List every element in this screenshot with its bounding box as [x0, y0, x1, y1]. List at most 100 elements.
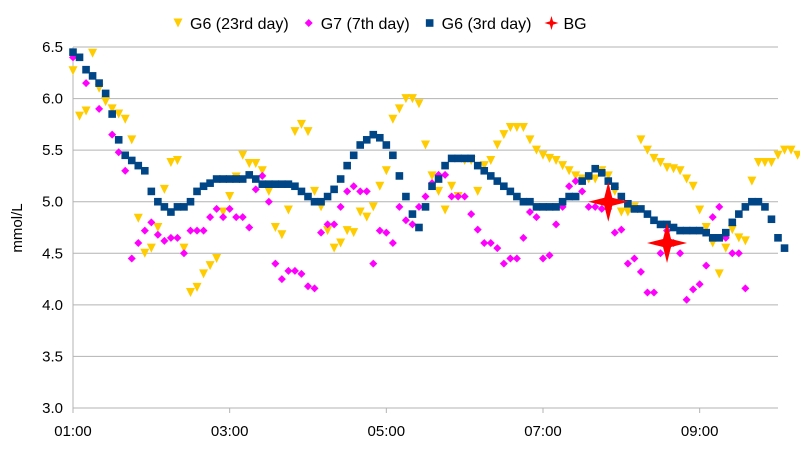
data-point [225, 204, 234, 213]
data-point [199, 182, 208, 191]
data-point [603, 171, 613, 181]
data-point [531, 145, 541, 155]
data-point [467, 210, 476, 219]
data-point [656, 158, 665, 168]
data-point [512, 122, 522, 132]
data-point [421, 203, 430, 211]
data-point [323, 192, 332, 201]
data-point [479, 161, 489, 171]
series-bg [588, 181, 688, 263]
data-point [434, 186, 444, 196]
legend-item: G6 (23rd day) [173, 16, 289, 33]
data-point [179, 249, 188, 258]
data-point [206, 179, 214, 187]
data-point [251, 175, 260, 183]
data-point [167, 208, 175, 216]
data-point [82, 65, 90, 74]
data-point [284, 180, 293, 188]
data-point [747, 176, 757, 186]
data-point [695, 205, 705, 215]
data-point [643, 210, 652, 218]
y-tick-label: 3.0 [42, 400, 63, 417]
data-point [754, 197, 763, 206]
plot-area [68, 48, 800, 304]
data-point [349, 151, 358, 160]
data-point [330, 185, 338, 194]
data-point [780, 244, 789, 252]
data-point [500, 182, 508, 191]
data-point [127, 254, 136, 263]
data-point [741, 284, 750, 293]
data-point [414, 99, 424, 109]
data-point [173, 203, 182, 211]
data-point [727, 225, 737, 235]
data-point [408, 220, 417, 229]
data-point [238, 175, 247, 183]
data-point [264, 186, 274, 196]
data-point [447, 154, 456, 163]
legend-marker [425, 19, 434, 27]
data-point [154, 197, 162, 206]
data-point [715, 202, 724, 211]
data-point [257, 166, 267, 176]
data-point [552, 220, 561, 229]
data-point [153, 230, 162, 239]
data-point [388, 114, 398, 124]
data-point [317, 228, 326, 237]
legend-item: BG [544, 16, 587, 33]
data-point [564, 166, 574, 176]
data-point [362, 136, 371, 144]
data-point [492, 140, 502, 150]
data-point [434, 175, 443, 183]
data-point [140, 226, 149, 235]
data-point [291, 182, 299, 191]
data-point [336, 175, 345, 183]
y-axis-label: mmol/L [9, 203, 26, 252]
data-point [734, 249, 743, 258]
data-point [141, 166, 149, 175]
data-point [107, 104, 117, 114]
data-point [499, 259, 508, 268]
data-point [147, 218, 156, 227]
data-point [440, 205, 450, 215]
data-point [480, 166, 489, 175]
data-point [695, 280, 704, 289]
data-point [467, 154, 475, 163]
data-point [146, 243, 156, 253]
data-point [356, 141, 365, 149]
data-point [199, 226, 208, 235]
data-point [728, 218, 737, 227]
data-point [427, 171, 437, 181]
data-point [525, 208, 534, 217]
data-point [721, 243, 731, 253]
data-point [101, 89, 110, 98]
legend-item: G6 (3rd day) [425, 16, 531, 33]
data-point [290, 127, 300, 137]
data-point [277, 230, 287, 240]
data-point [676, 249, 685, 258]
data-point [330, 220, 339, 229]
data-point [284, 266, 293, 275]
x-tick-label: 07:00 [524, 423, 562, 440]
data-point [212, 253, 222, 263]
data-point [545, 251, 554, 260]
data-point [277, 275, 286, 284]
data-point [199, 269, 209, 279]
data-point [88, 48, 98, 58]
y-tick-label: 5.0 [42, 194, 63, 211]
data-point [441, 161, 449, 170]
data-point [480, 238, 489, 247]
data-point [519, 233, 528, 242]
data-point [271, 259, 280, 268]
data-point [368, 202, 378, 212]
data-point [101, 97, 111, 107]
data-point [740, 236, 750, 246]
data-point [218, 207, 228, 217]
data-point [121, 151, 130, 160]
data-point [81, 106, 91, 116]
legend-label: G7 (7th day) [321, 16, 410, 33]
data-point [617, 225, 626, 234]
data-point [761, 203, 769, 211]
data-point [251, 159, 261, 169]
data-point [689, 226, 697, 235]
